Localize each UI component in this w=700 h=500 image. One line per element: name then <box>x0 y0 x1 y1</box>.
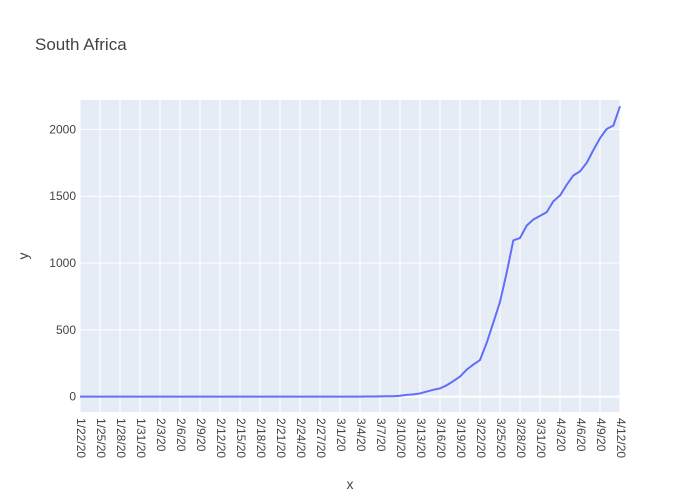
x-tick-label: 3/1/20 <box>334 418 348 452</box>
x-tick-label: 3/10/20 <box>394 418 408 458</box>
y-axis-title: y <box>15 253 31 260</box>
x-tick-label: 3/4/20 <box>354 418 368 452</box>
series-layer <box>80 105 621 398</box>
x-tick-label: 3/25/20 <box>494 418 508 458</box>
x-tick-labels: 1/22/20 1/25/20 1/28/20 1/31/20 2/3/20 2/6/20… <box>74 418 628 458</box>
y-tick-label: 1000 <box>49 256 76 270</box>
x-tick-label: 2/24/20 <box>294 418 308 458</box>
grid-lines <box>79 100 621 412</box>
x-tick-label: 3/7/20 <box>374 418 388 452</box>
x-tick-label: 4/9/20 <box>594 418 608 452</box>
x-tick-label: 2/21/20 <box>274 418 288 458</box>
x-tick-label: 3/31/20 <box>534 418 548 458</box>
series-line <box>80 105 621 398</box>
x-tick-label: 4/12/20 <box>614 418 628 458</box>
x-tick-label: 4/3/20 <box>554 418 568 452</box>
x-tick-label: 3/16/20 <box>434 418 448 458</box>
x-tick-label: 4/6/20 <box>574 418 588 452</box>
x-tick-label: 2/12/20 <box>214 418 228 458</box>
y-tick-labels: 0 500 1000 1500 2000 <box>49 122 76 403</box>
x-tick-label: 2/18/20 <box>254 418 268 458</box>
x-tick-label: 2/6/20 <box>174 418 188 452</box>
y-tick-label: 0 <box>69 390 76 404</box>
y-tick-label: 500 <box>56 323 76 337</box>
x-tick-label: 1/28/20 <box>114 418 128 458</box>
x-tick-label: 1/25/20 <box>94 418 108 458</box>
x-tick-label: 2/15/20 <box>234 418 248 458</box>
x-tick-label: 3/28/20 <box>514 418 528 458</box>
x-tick-label: 2/27/20 <box>314 418 328 458</box>
x-tick-label: 3/22/20 <box>474 418 488 458</box>
x-axis-title: x <box>347 476 354 492</box>
chart-title: South Africa <box>35 35 127 54</box>
x-tick-label: 2/9/20 <box>194 418 208 452</box>
x-tick-label: 1/22/20 <box>74 418 88 458</box>
y-tick-label: 1500 <box>49 189 76 203</box>
x-tick-label: 2/3/20 <box>154 418 168 452</box>
y-tick-label: 2000 <box>49 122 76 136</box>
x-tick-label: 1/31/20 <box>134 418 148 458</box>
x-tick-label: 3/13/20 <box>414 418 428 458</box>
x-tick-label: 3/19/20 <box>454 418 468 458</box>
plot-area <box>80 100 620 412</box>
